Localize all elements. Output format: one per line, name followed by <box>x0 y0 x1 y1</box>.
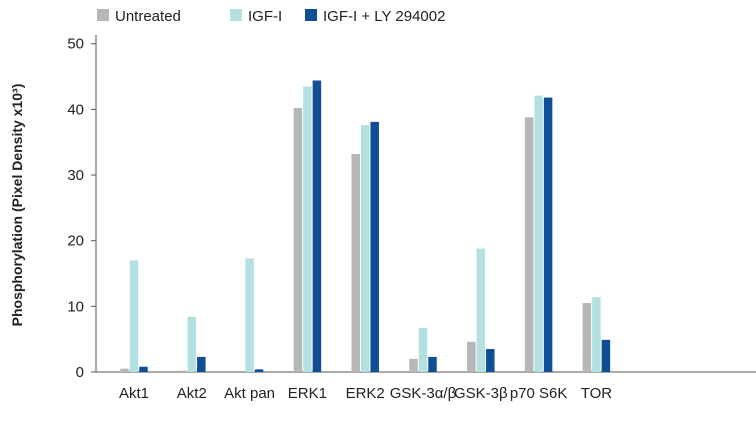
legend-swatch-untreated <box>97 9 109 21</box>
bar-igf-i <box>418 328 428 372</box>
y-tick-label: 10 <box>67 298 84 315</box>
bar-untreated <box>178 370 187 372</box>
bar-igf-i-ly-294002 <box>312 80 322 373</box>
bar-igf-i <box>534 95 543 373</box>
bar-igf-i <box>129 260 139 372</box>
bar-igf-i-ly-294002 <box>139 366 148 372</box>
legend-swatch-igf-i <box>230 9 242 21</box>
bar-untreated <box>467 341 476 372</box>
bar-untreated <box>409 358 418 372</box>
bar-igf-i-ly-294002 <box>428 356 437 372</box>
x-tick-label: ERK2 <box>346 385 385 402</box>
y-tick-label: 40 <box>67 101 84 118</box>
legend-item-igf-i: IGF-I <box>230 8 282 25</box>
bar-untreated <box>120 368 129 372</box>
x-tick-label: ERK1 <box>288 385 327 402</box>
y-axis-label: Phosphorylation (Pixel Density x10³) <box>9 84 25 327</box>
x-tick-label: TOR <box>581 385 613 402</box>
bar-igf-i <box>592 297 601 372</box>
bar-igf-i <box>360 125 370 372</box>
bar-igf-i <box>245 258 254 372</box>
bar-igf-i-ly-294002 <box>254 369 264 372</box>
y-tick-label: 0 <box>76 364 84 381</box>
bar-igf-i-ly-294002 <box>543 97 553 372</box>
y-ticks: 0 10 20 30 40 50 <box>67 36 96 381</box>
legend-item-igf-i-ly: IGF-I + LY 294002 <box>305 8 445 25</box>
bar-igf-i <box>187 316 197 372</box>
bar-igf-i-ly-294002 <box>486 349 495 372</box>
y-tick-label: 20 <box>67 233 84 250</box>
x-tick-label: Akt2 <box>177 385 207 402</box>
bar-untreated <box>293 108 303 373</box>
y-tick-label: 30 <box>67 167 84 184</box>
legend-label-igf-i-ly: IGF-I + LY 294002 <box>323 8 445 25</box>
bar-igf-i <box>303 86 312 373</box>
x-tick-label: Akt1 <box>119 385 149 402</box>
x-tick-label: GSK-3β <box>454 385 508 402</box>
x-tick-label: p70 S6K <box>510 385 568 402</box>
bar-igf-i-ly-294002 <box>197 356 206 372</box>
bar-igf-i-ly-294002 <box>601 339 611 372</box>
bar-igf-i <box>476 248 486 372</box>
legend: Untreated IGF-I IGF-I + LY 294002 <box>97 8 445 25</box>
legend-label-untreated: Untreated <box>115 8 181 25</box>
bar-untreated <box>582 303 592 372</box>
x-tick-label: GSK-3α/β <box>390 385 457 402</box>
x-tick-label: Akt pan <box>224 385 275 402</box>
y-tick-label: 50 <box>67 36 84 53</box>
legend-label-igf-i: IGF-I <box>248 8 282 25</box>
bar-untreated <box>524 117 534 372</box>
bars <box>120 80 611 373</box>
legend-item-untreated: Untreated <box>97 8 181 25</box>
legend-swatch-igf-i-ly <box>305 9 317 21</box>
bar-untreated <box>351 154 360 372</box>
bar-igf-i-ly-294002 <box>370 121 379 372</box>
